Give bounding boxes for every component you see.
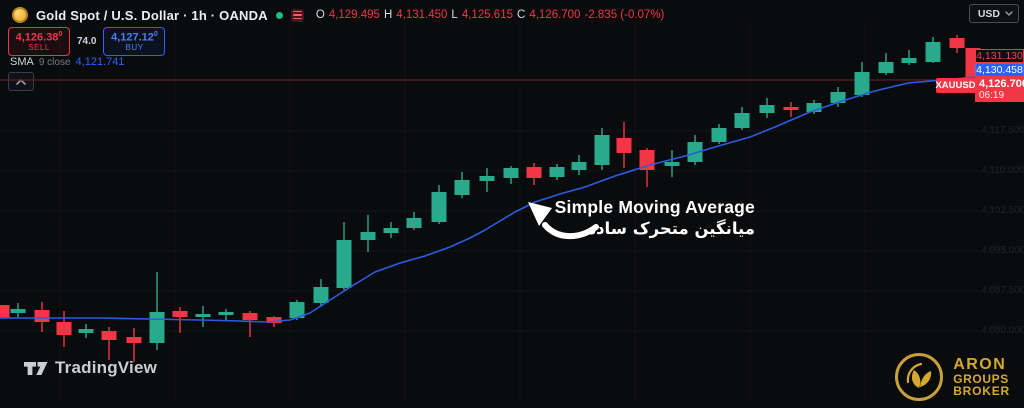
candle-body [218,312,234,315]
sma-annotation: Simple Moving Average میانگین متحرک ساده [520,197,755,238]
sma-line [0,76,977,323]
buy-price: 4,127.12 [111,31,154,44]
aron-emblem-icon [895,353,944,401]
candle-body [503,168,519,178]
candle-body [34,310,50,322]
symbol-title[interactable]: Gold Spot / U.S. Dollar · 1h · OANDA [36,7,268,23]
candle-body [594,135,610,165]
candle-body [126,337,142,343]
candle-body [854,72,870,95]
candle-body [336,240,352,288]
candle-body [360,232,376,240]
buy-price-sup: 0 [153,30,158,38]
indicator-legend-sma[interactable]: SMA 9 close 4,121.741 [10,56,124,68]
candle-body [783,107,799,110]
price-scale-label: 4,095.000 [981,245,1024,256]
currency-label: USD [977,7,1000,20]
low-label: L [451,9,458,21]
candle-body [78,329,94,333]
price-scale-label: 4,080.000 [981,325,1024,336]
aron-line3: BROKER [953,384,1010,399]
candle-body [406,218,422,228]
candle-body [901,58,917,63]
aron-line1: ARON [953,355,1007,373]
annotation-text-fa: میانگین متحرک ساده [586,219,755,238]
price-scale-label: 4,102.500 [981,205,1024,216]
change-value: -2.835 (-0.07%) [584,9,665,21]
candle-body [830,92,846,103]
order-panel: 4,126.380 SELL 74.0 4,127.120 BUY [8,27,166,56]
price-scale-label: 4,087.500 [981,285,1024,296]
candle-body [711,128,727,142]
spread-value: 74.0 [77,36,97,47]
candle-body [479,176,495,181]
sell-price-sup: 0 [58,31,62,38]
candle-body [616,138,632,153]
sell-label: SELL [28,42,50,52]
candle-body [266,317,282,323]
last-price-value: 4,126.700 [979,77,1024,90]
candle-body [549,167,565,177]
candle-body [734,113,750,128]
close-label: C [517,9,526,21]
low-value: 4,125.615 [461,9,513,21]
open-value: 4,129.495 [328,9,380,21]
candle-body [383,228,399,233]
close-value: 4,126.700 [529,9,581,21]
candle-body [526,167,542,178]
candle-body [242,313,258,320]
symbol-menu-icon[interactable] [290,8,304,22]
aron-line2: GROUPS [953,371,1009,386]
candle-body [10,309,26,313]
candle-body [878,62,894,73]
candle-body [925,42,941,62]
high-value: 4,131.450 [396,9,448,21]
tradingview-logo[interactable]: TradingView [24,358,157,378]
candle-body [0,305,10,318]
bar-countdown: 06:19 [979,89,1005,101]
candle-body [313,287,329,303]
candle-body [454,180,470,195]
candle-body [806,103,822,112]
candle-body [431,192,447,222]
buy-button[interactable]: 4,127.120 BUY [103,27,166,56]
market-open-dot-icon [275,11,283,19]
symbol-tag: XAUUSD [935,78,976,93]
sell-button[interactable]: 4,126.380 SELL [8,27,70,56]
tradingview-label: TradingView [55,358,158,377]
candle-body [149,312,165,343]
candle-body [664,162,680,166]
price-label-last: 4,126.700 06:19 [975,76,1024,102]
candle-body [56,322,72,335]
chevron-down-icon [1005,11,1013,16]
chart-header: Gold Spot / U.S. Dollar · 1h · OANDA O 4,… [12,6,664,24]
candle-body [101,331,117,340]
candle-body [172,311,188,317]
indicator-name: SMA [10,56,34,68]
annotation-text-en: Simple Moving Average [554,197,755,217]
high-label: H [383,9,393,21]
candle-body [195,314,211,317]
tradingview-glyph-icon [24,361,48,375]
price-scale-label: 4,110.000 [981,165,1024,176]
price-label-sma: 4,130.458 [975,63,1024,77]
indicator-params: 9 close [38,57,71,68]
candle-body [949,38,965,48]
candle-body [289,302,305,318]
sell-price: 4,126.38 [15,31,59,44]
currency-selector[interactable]: USD [968,4,1019,23]
price-scale-label: 4,117.500 [981,125,1024,136]
candle-body [687,142,703,162]
buy-label: BUY [125,42,144,52]
price-label-high: 4,131.130 [975,49,1024,63]
candle-body [759,105,775,113]
candle-body [571,162,587,170]
ohlc-values: O 4,129.495 H 4,131.450 L 4,125.615 C 4,126.… [316,9,665,21]
gold-coin-icon [12,7,28,23]
open-label: O [315,9,325,21]
aron-groups-broker-logo: ARON GROUPS BROKER [894,352,1010,402]
indicator-value: 4,121.741 [75,56,125,68]
